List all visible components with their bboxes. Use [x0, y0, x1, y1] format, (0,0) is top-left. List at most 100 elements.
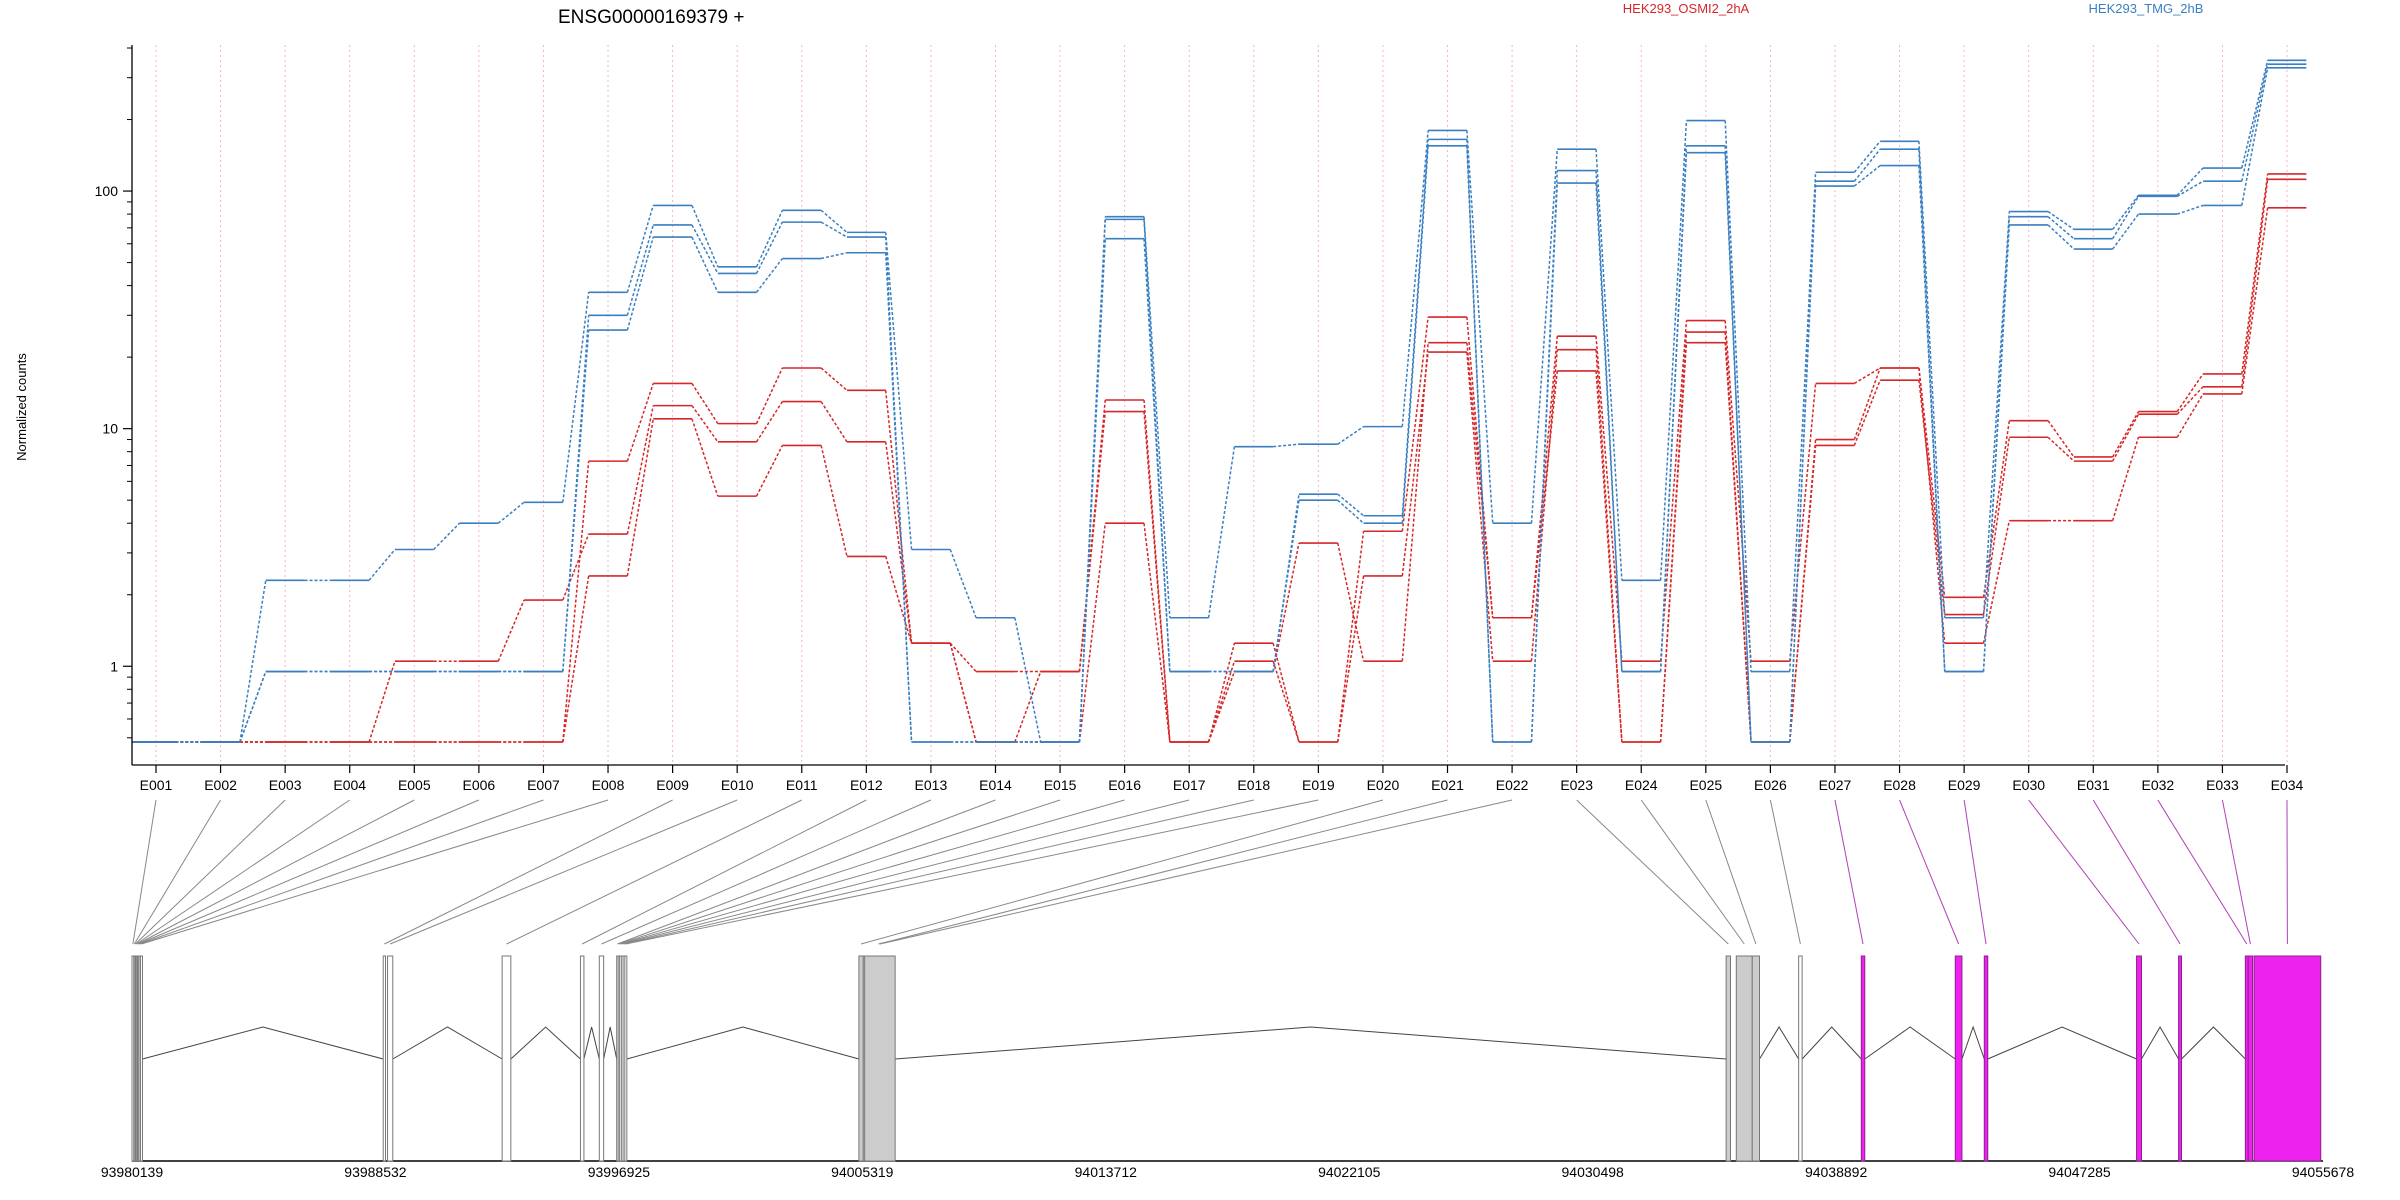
series-transition [1401, 352, 1429, 577]
series-transition [949, 642, 977, 673]
series-transition [820, 367, 848, 391]
series-transition [1207, 643, 1236, 743]
series-1 [132, 178, 2307, 743]
series-transition [2047, 216, 2075, 240]
exon-block [579, 955, 585, 1162]
series-transition [1207, 660, 1236, 743]
series-transition [1595, 349, 1623, 743]
x-tick-label: E019 [1302, 777, 1335, 793]
exon-block [1954, 955, 1963, 1162]
coordinate-tick-label: 94055678 [2292, 1164, 2355, 1180]
gene-model: 93980139 93988532 93996925 94005319 94013712… [101, 955, 2355, 1180]
series-transition [2111, 413, 2140, 462]
series-transition [562, 533, 590, 601]
series-transition [1724, 332, 1752, 743]
series-transition [2176, 180, 2204, 197]
series-transition [1272, 660, 1300, 743]
series-transition [368, 660, 396, 743]
series-transition [2176, 204, 2204, 215]
coordinate-tick-label: 94005319 [831, 1164, 894, 1180]
x-tick-label: E009 [656, 777, 689, 793]
series-transition [1918, 165, 1946, 672]
x-tick-label: E017 [1173, 777, 1206, 793]
series-transition [691, 418, 719, 497]
exon-block [598, 955, 605, 1162]
series-transition [2176, 393, 2204, 438]
series-transition [1143, 523, 1171, 743]
series-transition [1143, 219, 1171, 672]
y-tick-label: 100 [95, 183, 119, 199]
exon-block [2253, 955, 2322, 1162]
series-transition [239, 671, 267, 743]
exon-connector [1769, 799, 1801, 945]
coordinate-tick-label: 93996925 [588, 1164, 651, 1180]
x-tick-label: E032 [2141, 777, 2174, 793]
series-transition [884, 237, 913, 743]
series-transition [562, 461, 590, 743]
series-transition [1789, 383, 1817, 662]
series-transition [1014, 617, 1042, 743]
x-tick-label: E023 [1560, 777, 1593, 793]
exon-connector [879, 799, 1513, 945]
exon-connectors [132, 799, 2288, 945]
intron-line [510, 1026, 581, 1060]
series-transition [1659, 120, 1688, 581]
exon-block [2247, 955, 2254, 1162]
series-transition [433, 522, 461, 551]
series-transition [2241, 60, 2269, 169]
exon-block [139, 955, 143, 1162]
series-transition [1337, 499, 1365, 524]
exon-block [2178, 955, 2183, 1162]
series-transition [755, 258, 783, 293]
series-transition [1207, 446, 1236, 618]
series-transition [626, 383, 654, 462]
series-transition [2047, 210, 2075, 230]
series-transition [2047, 420, 2075, 458]
series-transition [1078, 216, 1107, 743]
series-transition [2176, 373, 2204, 413]
series-transition [884, 390, 913, 644]
y-axis-label: Normalized counts [14, 353, 29, 461]
series-transition [884, 441, 913, 644]
exon-connector [141, 799, 609, 945]
series-transition [2111, 411, 2140, 458]
series-transition [884, 232, 913, 550]
series-transition [755, 401, 784, 443]
x-tick-label: E033 [2206, 777, 2239, 793]
series-transition [1659, 145, 1688, 672]
series-transition [1853, 148, 1881, 182]
series-transition [1789, 172, 1817, 672]
series-transition [1918, 141, 1946, 618]
series-transition [691, 224, 719, 274]
series-transition [626, 236, 654, 331]
series-transition [949, 643, 977, 743]
exon-block [1725, 955, 1731, 1162]
series-transition [1918, 367, 1946, 598]
coordinate-tick-label: 94047285 [2048, 1164, 2111, 1180]
x-tick-label: E015 [1044, 777, 1077, 793]
series-transition [1466, 130, 1494, 524]
series-transition [1724, 152, 1752, 743]
x-tick-label: E030 [2012, 777, 2045, 793]
series-transition [820, 401, 848, 443]
exon-connector [1963, 799, 1987, 945]
series-transition [2241, 173, 2269, 374]
y-tick-label: 1 [110, 658, 118, 674]
series-transition [2111, 437, 2140, 521]
x-tick-label: E010 [721, 777, 754, 793]
series-4 [132, 63, 2307, 743]
series-transition [1982, 437, 2011, 615]
series-transition [1982, 211, 2011, 618]
x-tick-label: E021 [1431, 777, 1464, 793]
intron-line [626, 1026, 860, 1060]
series-transition [691, 205, 719, 268]
series-transition [1530, 170, 1559, 743]
series-transition [755, 445, 784, 497]
series-transition [691, 383, 719, 425]
series-transition [1336, 575, 1365, 743]
series-transition [626, 224, 654, 316]
coordinate-tick-label: 94030498 [1562, 1164, 1625, 1180]
series-transition [1466, 316, 1494, 618]
grid-lines [155, 45, 2288, 765]
